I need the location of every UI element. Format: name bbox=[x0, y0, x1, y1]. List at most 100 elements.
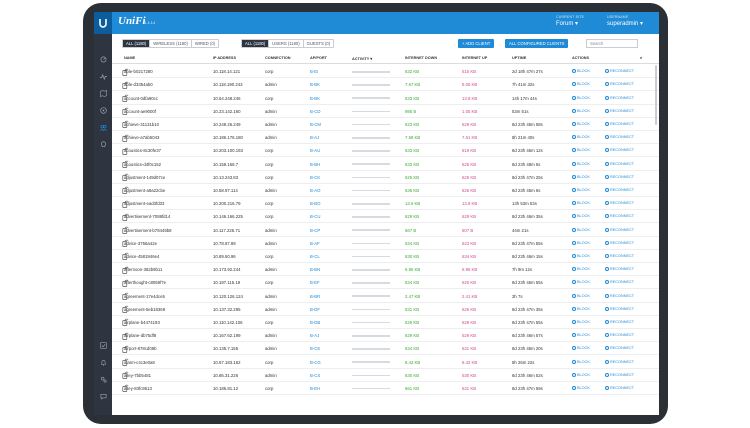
table-row[interactable]: alarm-c4c3e0a8 10.67.183.162 corp B-CG 8.42 … bbox=[112, 355, 659, 369]
reconnect-button[interactable]: RECONNECT bbox=[605, 359, 634, 364]
reconnect-button[interactable]: RECONNECT bbox=[605, 372, 634, 377]
filter-all-users[interactable]: ALL (1180) bbox=[242, 40, 270, 47]
table-row[interactable]: agreement-17e4dce5 10.120.126.124 admin B-B… bbox=[112, 289, 659, 303]
reconnect-button[interactable]: RECONNECT bbox=[605, 320, 634, 324]
col-internet-up[interactable]: INTERNET UP bbox=[462, 56, 488, 60]
client-apport[interactable]: B-AJ bbox=[310, 333, 320, 339]
map-icon[interactable] bbox=[99, 89, 107, 97]
client-apport[interactable]: B-EH bbox=[310, 386, 321, 392]
table-row[interactable]: airplane-b4474193 10.110.142.106 corp B-DB 6… bbox=[112, 316, 659, 329]
clients-icon[interactable] bbox=[99, 123, 107, 131]
block-button[interactable]: BLOCK bbox=[572, 227, 590, 232]
table-row[interactable]: afterthought-c8059f7e 10.197.115.19 corp B-… bbox=[112, 276, 659, 290]
block-button[interactable]: BLOCK bbox=[572, 333, 590, 338]
reconnect-button[interactable]: RECONNECT bbox=[605, 174, 634, 179]
client-apport[interactable]: B-CG bbox=[310, 359, 321, 365]
block-button[interactable]: BLOCK bbox=[572, 188, 590, 192]
block-button[interactable]: BLOCK bbox=[572, 254, 590, 258]
reconnect-button[interactable]: RECONNECT bbox=[605, 386, 634, 390]
col-uptime[interactable]: UPTIME bbox=[512, 56, 527, 60]
col-name[interactable]: NAME bbox=[124, 56, 136, 60]
client-name[interactable]: agreement-5eb18369 bbox=[124, 306, 166, 312]
block-button[interactable]: BLOCK bbox=[572, 346, 590, 351]
table-row[interactable]: acoustics-8c30fe37 10.203.100.193 corp B-AU… bbox=[112, 144, 659, 158]
reconnect-button[interactable]: RECONNECT bbox=[605, 69, 634, 74]
client-name[interactable]: achieve-31131b10 bbox=[124, 122, 160, 128]
all-configured-clients-button[interactable]: ALL CONFIGURED CLIENTS bbox=[505, 39, 569, 48]
block-button[interactable]: BLOCK bbox=[572, 135, 590, 140]
client-apport[interactable]: B-AU bbox=[310, 148, 321, 154]
block-button[interactable]: BLOCK bbox=[572, 122, 590, 126]
block-button[interactable]: BLOCK bbox=[572, 174, 590, 179]
block-button[interactable]: BLOCK bbox=[572, 267, 590, 272]
client-name[interactable]: advice-3756a42e bbox=[124, 240, 157, 246]
table-row[interactable]: adjustment-ead3fd33 10.200.216.79 corp B-BO… bbox=[112, 197, 659, 211]
devices-icon[interactable] bbox=[99, 106, 107, 114]
block-button[interactable]: BLOCK bbox=[572, 69, 590, 74]
client-name[interactable]: advertisement-7088fd14 bbox=[124, 214, 171, 220]
client-apport[interactable]: B-EF bbox=[310, 280, 320, 286]
client-apport[interactable]: B-BK bbox=[310, 95, 321, 101]
client-name[interactable]: advertisement-b78449b8 bbox=[124, 227, 172, 233]
client-name[interactable]: acoustics-8c30fe37 bbox=[124, 148, 162, 154]
table-row[interactable]: airport-878cd09b 10.135.7.155 admin B-CE 634… bbox=[112, 342, 659, 356]
reconnect-button[interactable]: RECONNECT bbox=[605, 240, 634, 245]
client-apport[interactable]: B-CL bbox=[310, 254, 320, 260]
site-selector[interactable]: CURRENT SITE Forum ▾ bbox=[556, 15, 584, 27]
block-button[interactable]: BLOCK bbox=[572, 306, 590, 311]
block-button[interactable]: BLOCK bbox=[572, 280, 590, 285]
client-name[interactable]: adjustment-a9a22cbe bbox=[124, 188, 166, 194]
table-row[interactable]: afternoon-382b9b11 10.173.92.244 admin B-BN… bbox=[112, 263, 659, 277]
reconnect-button[interactable]: RECONNECT bbox=[605, 280, 634, 285]
client-apport[interactable]: B-DB bbox=[310, 320, 321, 326]
block-button[interactable]: BLOCK bbox=[572, 320, 590, 324]
client-name[interactable]: afternoon-382b9b11 bbox=[124, 267, 163, 273]
block-button[interactable]: BLOCK bbox=[572, 240, 590, 245]
reconnect-button[interactable]: RECONNECT bbox=[605, 267, 634, 272]
client-apport[interactable]: B-AF bbox=[310, 240, 320, 246]
reconnect-button[interactable]: RECONNECT bbox=[605, 293, 634, 298]
dashboard-icon[interactable] bbox=[99, 55, 107, 63]
table-row[interactable]: acoustics-d4f0c152 10.159.168.7 corp B-BH 63… bbox=[112, 157, 659, 171]
column-search-icon[interactable]: ⌕ bbox=[640, 56, 643, 60]
client-name[interactable]: adjustment-ead3fd33 bbox=[124, 201, 165, 207]
filter-guests[interactable]: GUESTS (0) bbox=[306, 41, 331, 46]
client-name[interactable]: airplane-b4474193 bbox=[124, 320, 160, 326]
block-button[interactable]: BLOCK bbox=[572, 386, 590, 390]
client-name[interactable]: acoustics-d4f0c152 bbox=[124, 161, 162, 167]
client-apport[interactable]: B-BH bbox=[310, 161, 321, 167]
add-client-button[interactable]: + ADD CLIENT bbox=[458, 39, 495, 48]
reconnect-button[interactable]: RECONNECT bbox=[605, 95, 634, 100]
statistics-icon[interactable] bbox=[99, 72, 107, 80]
block-button[interactable]: BLOCK bbox=[572, 201, 590, 206]
block-button[interactable]: BLOCK bbox=[572, 359, 590, 364]
col-apport[interactable]: AP/PORT bbox=[310, 56, 327, 60]
reconnect-button[interactable]: RECONNECT bbox=[605, 122, 634, 126]
client-apport[interactable]: B-CE bbox=[310, 346, 321, 352]
client-apport[interactable]: B-CK bbox=[310, 174, 321, 180]
client-apport[interactable]: B-DF bbox=[310, 306, 321, 312]
table-row[interactable]: able-d3354ab0 10.118.190.243 admin B-BK 7.67… bbox=[112, 78, 659, 92]
filter-users[interactable]: USERS (1180) bbox=[269, 40, 304, 47]
client-apport[interactable]: B-AO bbox=[310, 188, 321, 194]
block-button[interactable]: BLOCK bbox=[572, 82, 590, 87]
client-name[interactable]: adjustment-149d07ce bbox=[124, 174, 166, 180]
table-row[interactable]: advice-4581946e4 10.89.60.96 corp B-CL 630 K… bbox=[112, 250, 659, 263]
table-row[interactable]: able-b0217280 10.118.14.121 corp B-EI 632 KB… bbox=[112, 65, 659, 79]
table-row[interactable]: adjustment-a9a22cbe 10.58.97.114 admin B-AO… bbox=[112, 184, 659, 197]
client-apport[interactable]: B-BO bbox=[310, 201, 321, 207]
table-row[interactable]: advertisement-7088fd14 10.146.166.225 corp… bbox=[112, 210, 659, 224]
block-button[interactable]: BLOCK bbox=[572, 95, 590, 100]
table-row[interactable]: alley-7bb5481 10.86.31.226 admin B-CS 630 KB… bbox=[112, 369, 659, 382]
filter-wireless[interactable]: WIRELESS (1180) bbox=[150, 40, 192, 47]
alerts-bell-icon[interactable] bbox=[99, 358, 107, 366]
table-row[interactable]: advice-3756a42e 10.78.87.89 admin B-AF 634 K… bbox=[112, 237, 659, 250]
ubiquiti-logo[interactable] bbox=[94, 12, 112, 34]
col-connection[interactable]: CONNECTION bbox=[265, 56, 291, 60]
table-row[interactable]: account-ae9000f 10.23.142.160 admin B-CD 985… bbox=[112, 105, 659, 118]
reconnect-button[interactable]: RECONNECT bbox=[605, 346, 634, 351]
client-name[interactable]: account-ae9000f bbox=[124, 108, 157, 114]
user-menu[interactable]: USERNAME superadmin ▾ bbox=[607, 15, 643, 27]
client-name[interactable]: afterthought-c8059f7e bbox=[124, 280, 167, 286]
client-apport[interactable]: B-CP bbox=[310, 227, 321, 233]
